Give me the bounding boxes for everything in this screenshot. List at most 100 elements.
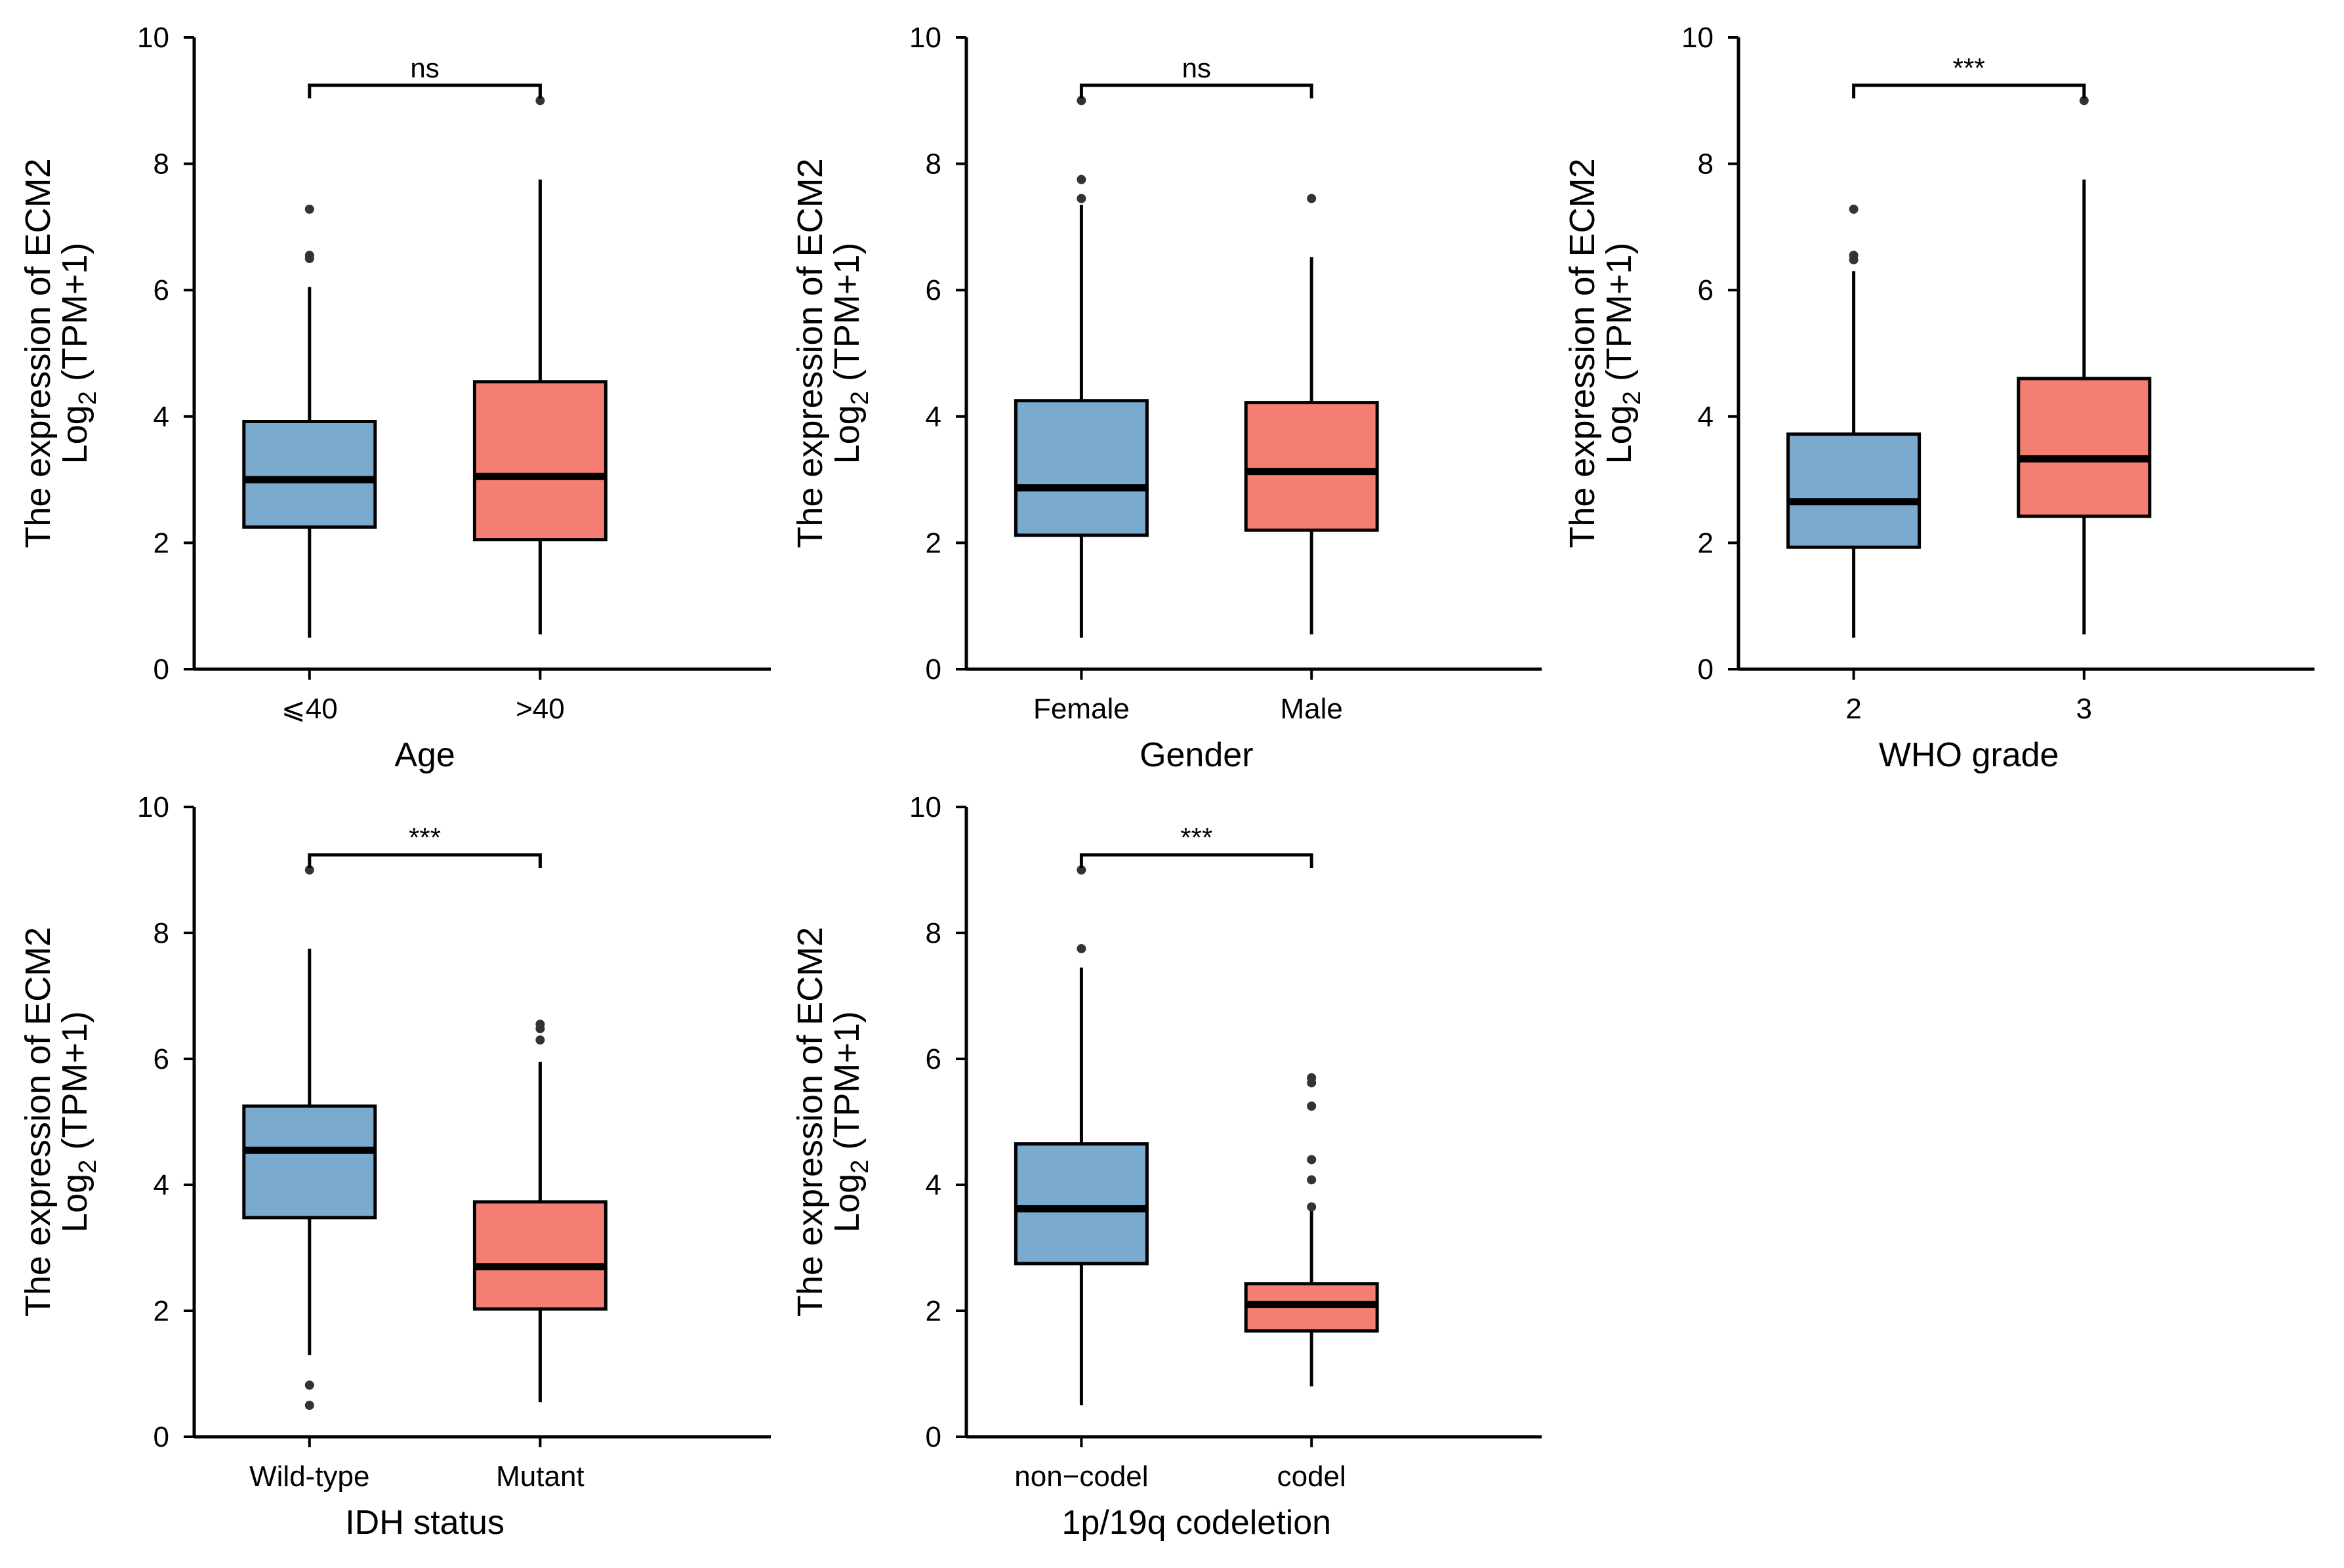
outlier-point [1307, 1102, 1317, 1111]
x-tick-label: Wild-type [249, 1460, 369, 1493]
y-tick-label: 6 [154, 274, 169, 306]
box-1 [1786, 204, 1922, 638]
outlier-point [304, 865, 314, 875]
y-tick-label: 8 [154, 148, 169, 180]
significance-label: *** [1180, 822, 1212, 853]
box-iqr [1014, 1142, 1149, 1266]
y-tick-label: 2 [1698, 527, 1714, 559]
y-tick-label: 0 [1698, 653, 1714, 686]
outlier-point [1307, 1073, 1317, 1083]
significance-bracket [1852, 83, 2086, 98]
y-tick-label: 0 [926, 1421, 941, 1453]
outlier-point [1849, 251, 1859, 260]
y-tick-label: 10 [909, 22, 941, 54]
box-iqr [242, 1104, 377, 1220]
box-2 [472, 96, 607, 635]
box-iqr [472, 380, 607, 542]
x-tick-label: ⩽40 [281, 693, 338, 725]
y-tick-label: 6 [1698, 274, 1714, 306]
boxplot-panel-2: 0 2 4 6 8 10 The expression of ECM2Log2 (TPM+1… [791, 22, 1542, 774]
outlier-point [2079, 96, 2089, 106]
y-tick-label: 10 [909, 791, 941, 823]
outlier-point [1307, 194, 1317, 203]
x-axis-title: Gender [1140, 736, 1253, 774]
x-axis-title: 1p/19q codeletion [1062, 1504, 1332, 1542]
x-tick-label: 3 [2076, 693, 2092, 725]
y-tick-label: 0 [154, 653, 169, 686]
y-tick-label: 8 [154, 917, 169, 949]
box-1 [1014, 96, 1149, 638]
outlier-point [1307, 1202, 1317, 1212]
box-iqr [472, 1200, 607, 1311]
significance-label: ns [1182, 52, 1211, 83]
outlier-point [1077, 194, 1086, 203]
boxplot-panel-4: 0 2 4 6 8 10 The expression of ECM2Log2 (TPM+1… [18, 791, 771, 1542]
box-iqr [1786, 432, 1922, 549]
significance-bracket [1079, 853, 1313, 868]
x-tick-label: codel [1277, 1460, 1346, 1493]
outlier-point [1077, 865, 1086, 875]
x-tick-label: non−codel [1014, 1460, 1148, 1493]
outlier-point [535, 1020, 545, 1029]
box-2 [2017, 96, 2152, 635]
outlier-point [1849, 204, 1859, 214]
y-tick-label: 6 [926, 274, 941, 306]
outlier-point [304, 251, 314, 260]
y-tick-label: 8 [1698, 148, 1714, 180]
y-tick-label: 8 [926, 917, 941, 949]
x-tick-label: Mutant [496, 1460, 585, 1493]
boxplot-panel-3: 0 2 4 6 8 10 The expression of ECM2Log2 (TPM+1… [1563, 22, 2314, 774]
significance-bracket [1079, 83, 1313, 98]
x-axis-title: WHO grade [1879, 736, 2059, 774]
y-tick-label: 10 [137, 791, 169, 823]
outlier-point [1077, 175, 1086, 184]
y-tick-label: 0 [154, 1421, 169, 1453]
y-tick-label: 0 [926, 653, 941, 686]
outlier-point [304, 1401, 314, 1410]
x-tick-label: 2 [1845, 693, 1861, 725]
outlier-point [1077, 96, 1086, 106]
outlier-point [1307, 1175, 1317, 1185]
box-iqr [1014, 399, 1149, 537]
y-tick-label: 6 [154, 1043, 169, 1075]
box-iqr [242, 420, 377, 529]
y-tick-label: 4 [154, 401, 169, 433]
y-tick-label: 2 [154, 527, 169, 559]
y-tick-label: 2 [926, 1295, 941, 1327]
y-axis-title: The expression of ECM2Log2 (TPM+1) [791, 927, 874, 1317]
outlier-point [535, 1035, 545, 1045]
outlier-point [535, 96, 545, 106]
box-2 [1244, 1073, 1379, 1387]
outlier-point [304, 1380, 314, 1390]
boxplot-panel-1: 0 2 4 6 8 10 The expression of ECM2Log2 (TPM+1… [18, 22, 771, 774]
box-1 [242, 865, 377, 1410]
box-2 [1244, 194, 1379, 635]
significance-label: *** [409, 822, 441, 853]
y-tick-label: 8 [926, 148, 941, 180]
boxplot-panel-5: 0 2 4 6 8 10 The expression of ECM2Log2 (TPM+1… [791, 791, 1542, 1542]
outlier-point [1307, 1155, 1317, 1165]
box-1 [242, 204, 377, 638]
x-tick-label: Male [1281, 693, 1343, 725]
box-iqr [2017, 377, 2152, 518]
y-tick-label: 2 [926, 527, 941, 559]
box-1 [1014, 865, 1149, 1405]
significance-label: ns [410, 52, 439, 83]
box-iqr [1244, 401, 1379, 532]
x-axis-title: IDH status [345, 1504, 504, 1542]
y-tick-label: 6 [926, 1043, 941, 1075]
y-tick-label: 10 [137, 22, 169, 54]
y-tick-label: 4 [154, 1169, 169, 1201]
x-tick-label: >40 [516, 693, 565, 725]
significance-bracket [308, 853, 542, 868]
outlier-point [1077, 944, 1086, 953]
y-axis-title: The expression of ECM2Log2 (TPM+1) [791, 158, 874, 548]
outlier-point [304, 204, 314, 214]
x-axis-title: Age [394, 736, 455, 774]
y-tick-label: 10 [1681, 22, 1714, 54]
x-tick-label: Female [1033, 693, 1130, 725]
box-2 [472, 1020, 607, 1403]
y-axis-title: The expression of ECM2Log2 (TPM+1) [1563, 158, 1646, 548]
y-tick-label: 4 [1698, 401, 1714, 433]
